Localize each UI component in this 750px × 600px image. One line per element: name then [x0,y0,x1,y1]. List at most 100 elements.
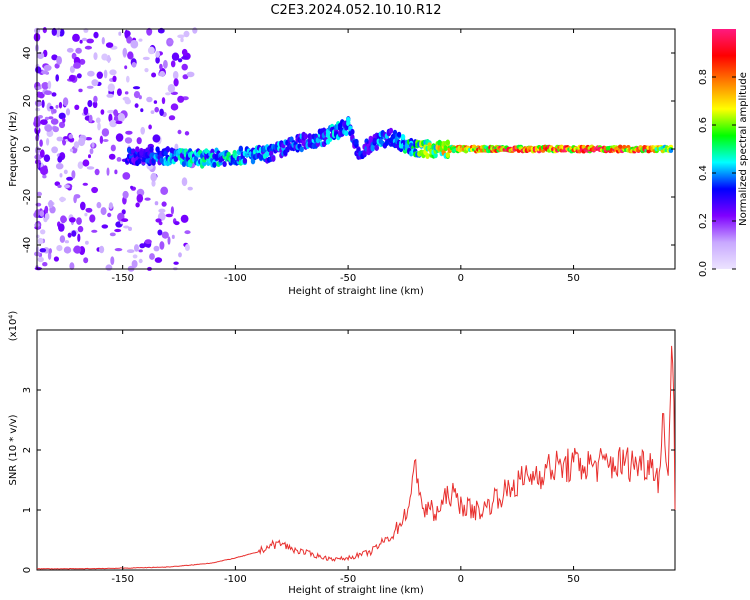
spectrogram-noise-cell [55,74,59,82]
spectrogram-noise-cell [42,174,47,179]
spectrogram-noise-cell [108,113,113,123]
spectrogram-noise-cell [180,214,189,223]
spectrogram-noise-cell [35,146,41,155]
spectrogram-ridge-cell [137,158,142,165]
spectrogram-noise-cell [79,39,83,44]
spectrogram-ridge-cell [163,150,168,157]
spectrogram-ridge-cell [344,130,349,137]
spectrogram-noise-cell [51,27,57,36]
spectrogram-noise-cell [155,56,160,64]
spectrogram-noise-cell [71,230,77,237]
spectrogram-noise-cell [73,245,82,254]
spectrogram-noise-cell [77,161,84,169]
spectrogram-noise-cell [87,70,95,77]
spectrogram-noise-cell [87,100,93,108]
spectrogram-noise-cell [39,210,45,217]
spectrogram-noise-cell [36,191,42,197]
spectrogram-noise-cell [75,47,82,54]
spectrogram-noise-cell [62,117,66,123]
spectrogram-noise-cell [181,177,188,187]
spectrogram-noise-cell [138,95,142,100]
spectrogram-noise-cell [177,34,185,39]
spectrogram-noise-cell [48,248,52,254]
spectrogram-noise-cell [93,31,99,39]
spectrogram-noise-cell [115,133,124,142]
spectrogram-noise-cell [123,225,130,229]
spectrogram-noise-cell [140,126,145,135]
spectrogram-x-ticks: -150 -100 -50 0 50 [111,29,580,284]
spectrogram-noise-cell [132,86,141,90]
spectrogram-noise-cell [93,95,98,103]
snr-x-ticks: -150 -100 -50 0 50 [111,330,580,585]
spectrogram-noise-cell [170,60,176,68]
snr-y-axis-label: SNR (10 * v/v) [8,414,19,485]
spectrogram-noise-cell [69,148,74,152]
spectrogram-noise-cell [44,205,49,214]
spectrogram-noise-cell [51,146,58,154]
spectrogram-noise-cell [124,91,129,95]
spectrogram-noise-cell [69,217,76,223]
spectrogram-panel: -150 -100 -50 0 50 -40 -20 0 20 40 Height of str… [8,27,676,297]
spectrogram-noise-cell [47,80,52,90]
spectrogram-ridge-cell [135,146,140,153]
colorbar-ticks: 0.0 0.2 0.4 0.6 0.8 [698,69,736,277]
spectrogram-noise-cell [73,195,77,204]
spectrogram-noise-cell [154,106,159,113]
spectrogram-noise-cell [116,157,122,162]
spectrogram-noise-cell [78,137,86,147]
spectrogram-noise-cell [36,51,45,60]
spectrogram-y-tick-label: 40 [22,47,33,60]
spectrogram-noise-cell [94,168,100,176]
spectrogram-noise-cell [158,208,166,213]
spectrogram-noise-cell [126,249,135,254]
spectrogram-ridge-cell [242,157,248,164]
spectrogram-noise-cell [80,201,86,211]
spectrogram-noise-cell [65,108,71,116]
spectrogram-noise-cell [114,248,123,252]
snr-y-tick-label: 2 [22,447,33,453]
spectrogram-noise-cell [124,137,133,144]
spectrogram-noise-cell [76,217,82,225]
spectrogram-noise-cell [74,104,80,111]
spectrogram-noise-cell [95,117,101,124]
spectrogram-noise-cell [167,84,176,93]
spectrogram-noise-cell [46,102,52,112]
spectrogram-noise-cell [160,186,169,195]
spectrogram-noise-cell [110,256,115,265]
spectrogram-noise-cell [122,172,131,180]
spectrogram-noise-cell [105,42,114,48]
spectrogram-noise-cell [122,190,129,199]
spectrogram-noise-cell [114,169,118,175]
spectrogram-ridge-cell [299,146,304,153]
spectrogram-ridge-cell [396,131,402,138]
spectrogram-x-axis-label: Height of straight line (km) [288,286,424,297]
colorbar-tick-label: 0.2 [698,213,709,229]
spectrogram-noise-cell [37,256,44,263]
spectrogram-noise-cell [134,244,139,252]
spectrogram-noise-cell [138,258,143,264]
spectrogram-noise-cell [97,122,101,131]
spectrogram-noise-cell [138,249,143,253]
spectrogram-noise-cell [171,52,180,61]
spectrogram-noise-cell [161,97,166,105]
spectrogram-ridge-cell [443,145,448,152]
snr-y-ticks: 0 1 2 3 [22,387,675,573]
snr-x-tick-label: 0 [458,574,464,585]
spectrogram-noise-cell [167,236,171,245]
spectrogram-noise-cell [44,116,49,121]
spectrogram-noise-cell [133,91,141,99]
figure-title: C2E3.2024.052.10.10.R12 [270,3,441,18]
spectrogram-noise-cell [99,245,105,254]
spectrogram-noise-cell [69,262,75,270]
spectrogram-noise-cell [59,197,66,202]
spectrogram-noise-cell [144,239,152,245]
spectrogram-noise-cell [58,121,66,129]
spectrogram-noise-cell [101,37,105,45]
spectrogram-ridge-cell [303,133,308,140]
spectrogram-noise-cell [159,108,164,117]
spectrogram-ridge-cell [425,153,430,159]
spectrogram-noise-cell [84,212,88,217]
spectrogram-ridge-cell [618,144,623,149]
spectrogram-noise-cell [91,186,98,194]
spectrogram-noise-cell [154,257,163,263]
